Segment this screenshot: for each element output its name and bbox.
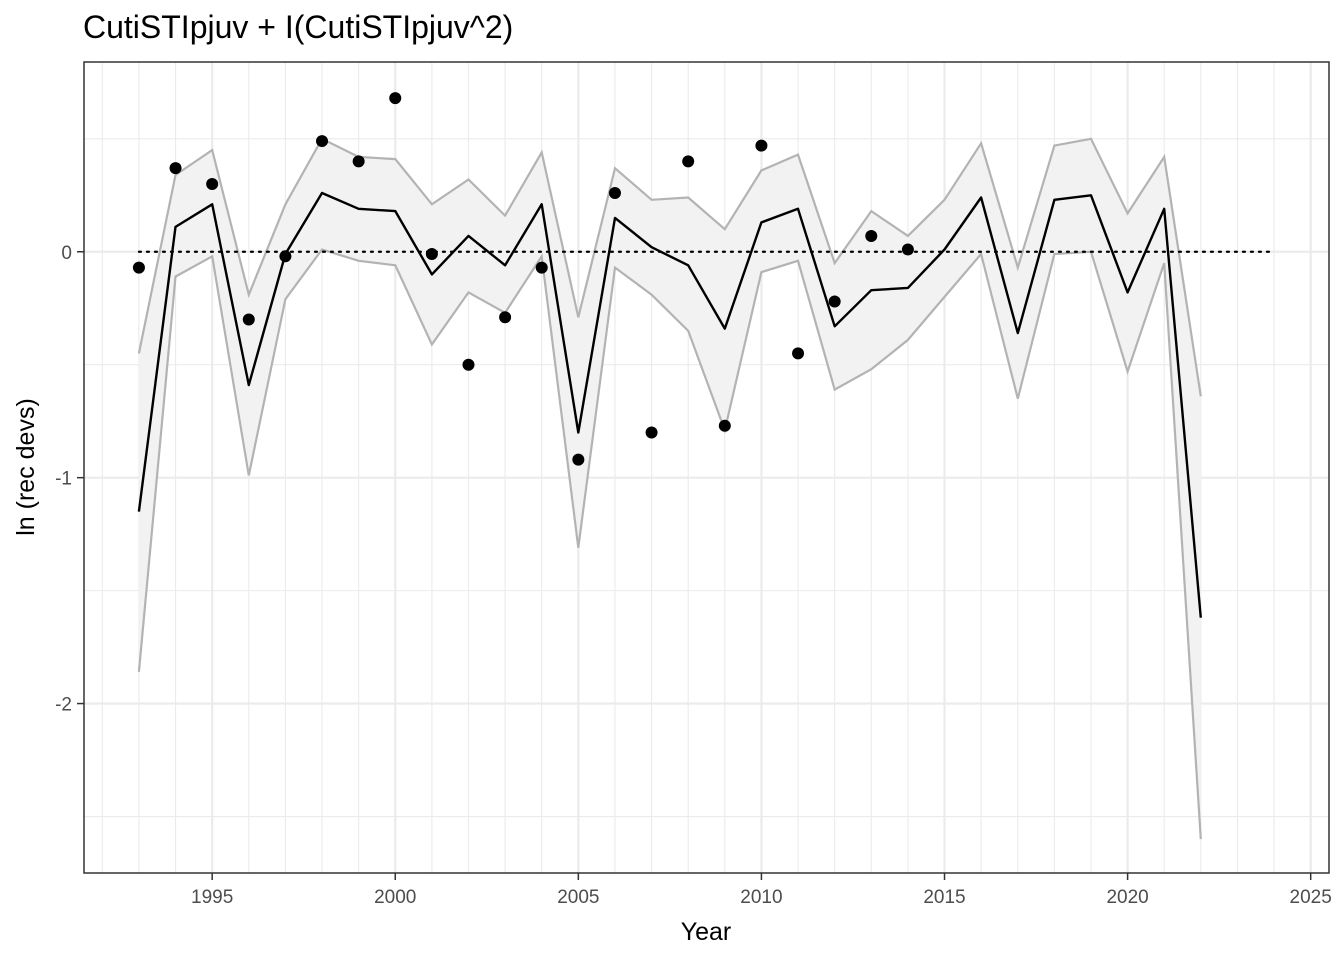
- data-point: [828, 295, 841, 308]
- panel-border: [83, 61, 1330, 874]
- data-point: [389, 92, 402, 105]
- data-point: [865, 229, 878, 242]
- data-point: [901, 243, 914, 256]
- y-tick-label: -2: [55, 695, 72, 716]
- plot-panel: [83, 61, 1330, 874]
- data-point: [608, 187, 621, 200]
- panel-background: [84, 62, 1329, 873]
- data-point: [169, 162, 182, 175]
- data-point: [535, 261, 548, 274]
- data-point: [132, 261, 145, 274]
- x-tick-label: 2015: [923, 887, 965, 908]
- confidence-band: [138, 138, 1201, 840]
- x-tick-label: 1995: [191, 887, 233, 908]
- data-point: [755, 139, 768, 152]
- observed-points: [132, 92, 914, 466]
- x-tick-label: 2005: [557, 887, 599, 908]
- x-axis: 1995 2000 2005 2010 2015 2020 2025: [191, 873, 1332, 908]
- x-tick-label: 2025: [1290, 887, 1332, 908]
- data-point: [645, 426, 658, 439]
- x-axis-title: Year: [681, 918, 732, 946]
- confidence-upper-line: [137, 137, 1202, 397]
- data-point: [242, 313, 255, 326]
- data-point: [316, 135, 329, 148]
- x-tick-label: 2000: [374, 887, 416, 908]
- data-point: [682, 155, 695, 168]
- x-tick-label: 2010: [740, 887, 782, 908]
- y-axis: -2 -1 0: [55, 243, 84, 716]
- data-point: [279, 250, 292, 263]
- data-point: [352, 155, 365, 168]
- confidence-lower-line: [137, 248, 1202, 840]
- chart-title: CutiSTIpjuv + I(CutiSTIpjuv^2): [83, 9, 513, 45]
- fitted-series-line: [137, 191, 1202, 618]
- y-axis-title: ln (rec devs): [12, 398, 40, 536]
- data-point: [499, 311, 512, 324]
- data-point: [206, 177, 219, 190]
- y-tick-label: -1: [55, 469, 72, 490]
- data-point: [462, 358, 475, 371]
- data-point: [792, 347, 805, 360]
- x-tick-label: 2020: [1106, 887, 1148, 908]
- data-point: [718, 419, 731, 432]
- y-tick-label: 0: [61, 243, 72, 264]
- data-point: [572, 453, 585, 466]
- data-point: [425, 248, 438, 261]
